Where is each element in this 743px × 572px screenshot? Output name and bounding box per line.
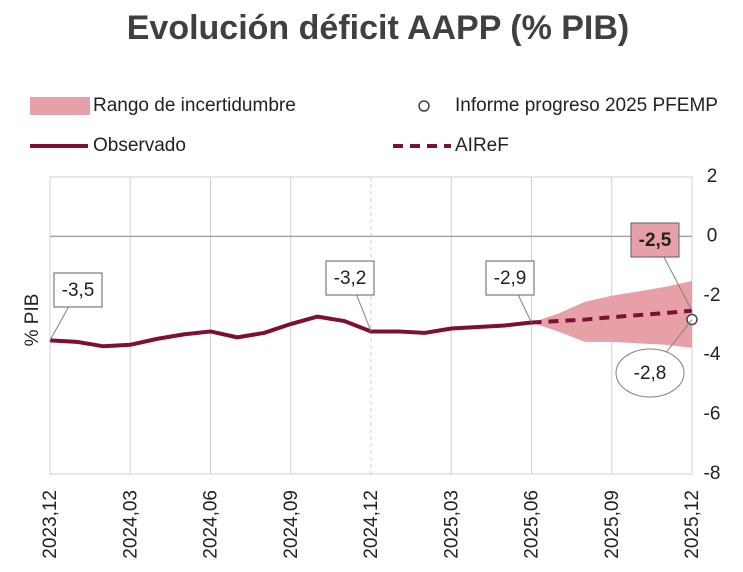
data-label: -3,5: [62, 280, 95, 301]
data-label: -3,2: [334, 268, 367, 289]
legend-label: Observado: [93, 135, 186, 156]
legend-marker: [418, 100, 430, 112]
x-tick-label: 2025,03: [441, 490, 462, 559]
series-line: [49, 314, 532, 349]
x-tick-label: 2023,12: [40, 490, 61, 559]
y-tick-label: -6: [704, 404, 721, 425]
y-tick-label: -2: [704, 285, 721, 306]
legend-label: Informe progreso 2025 PFEMP: [455, 95, 718, 116]
legend-swatch: [30, 97, 90, 115]
y-axis-label: % PIB: [22, 294, 43, 347]
x-tick-label: 2024,06: [201, 490, 222, 559]
data-label: -2,9: [494, 268, 527, 289]
data-label: -2,5: [639, 230, 672, 251]
x-tick-label: 2024,12: [361, 490, 382, 559]
y-tick-label: -8: [704, 463, 721, 484]
legend-label: AIReF: [455, 135, 509, 156]
label-box: [325, 260, 375, 296]
label-box: [615, 348, 685, 398]
x-tick-label: 2025,09: [602, 490, 623, 559]
y-tick-label: 2: [707, 166, 718, 187]
data-label: -2,8: [634, 363, 667, 384]
x-tick-label: 2025,12: [682, 490, 703, 559]
x-tick-label: 2024,03: [120, 490, 141, 559]
y-tick-label: 0: [707, 225, 718, 246]
series-line: [531, 308, 693, 325]
y-tick-label: -4: [704, 344, 721, 365]
label-box: [53, 272, 103, 308]
chart-title: Evolución déficit AAPP (% PIB): [127, 9, 630, 47]
label-box: [630, 222, 680, 258]
x-tick-label: 2024,09: [281, 490, 302, 559]
x-tick-label: 2025,06: [522, 490, 543, 559]
label-box: [485, 260, 535, 296]
legend-label: Rango de incertidumbre: [93, 95, 296, 116]
uncertainty-band: [531, 280, 692, 348]
